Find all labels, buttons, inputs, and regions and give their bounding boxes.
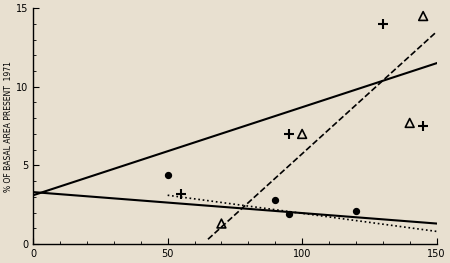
Point [272, 198, 279, 202]
Point [285, 132, 292, 136]
Point [419, 124, 427, 128]
Point [379, 22, 387, 26]
Y-axis label: % OF BASAL AREA PRESENT  1971: % OF BASAL AREA PRESENT 1971 [4, 61, 13, 191]
Point [164, 173, 171, 177]
Point [218, 221, 225, 226]
Point [406, 121, 413, 125]
Point [285, 212, 292, 216]
Point [298, 132, 306, 136]
Point [419, 14, 427, 18]
Point [177, 191, 184, 196]
Point [352, 209, 360, 213]
